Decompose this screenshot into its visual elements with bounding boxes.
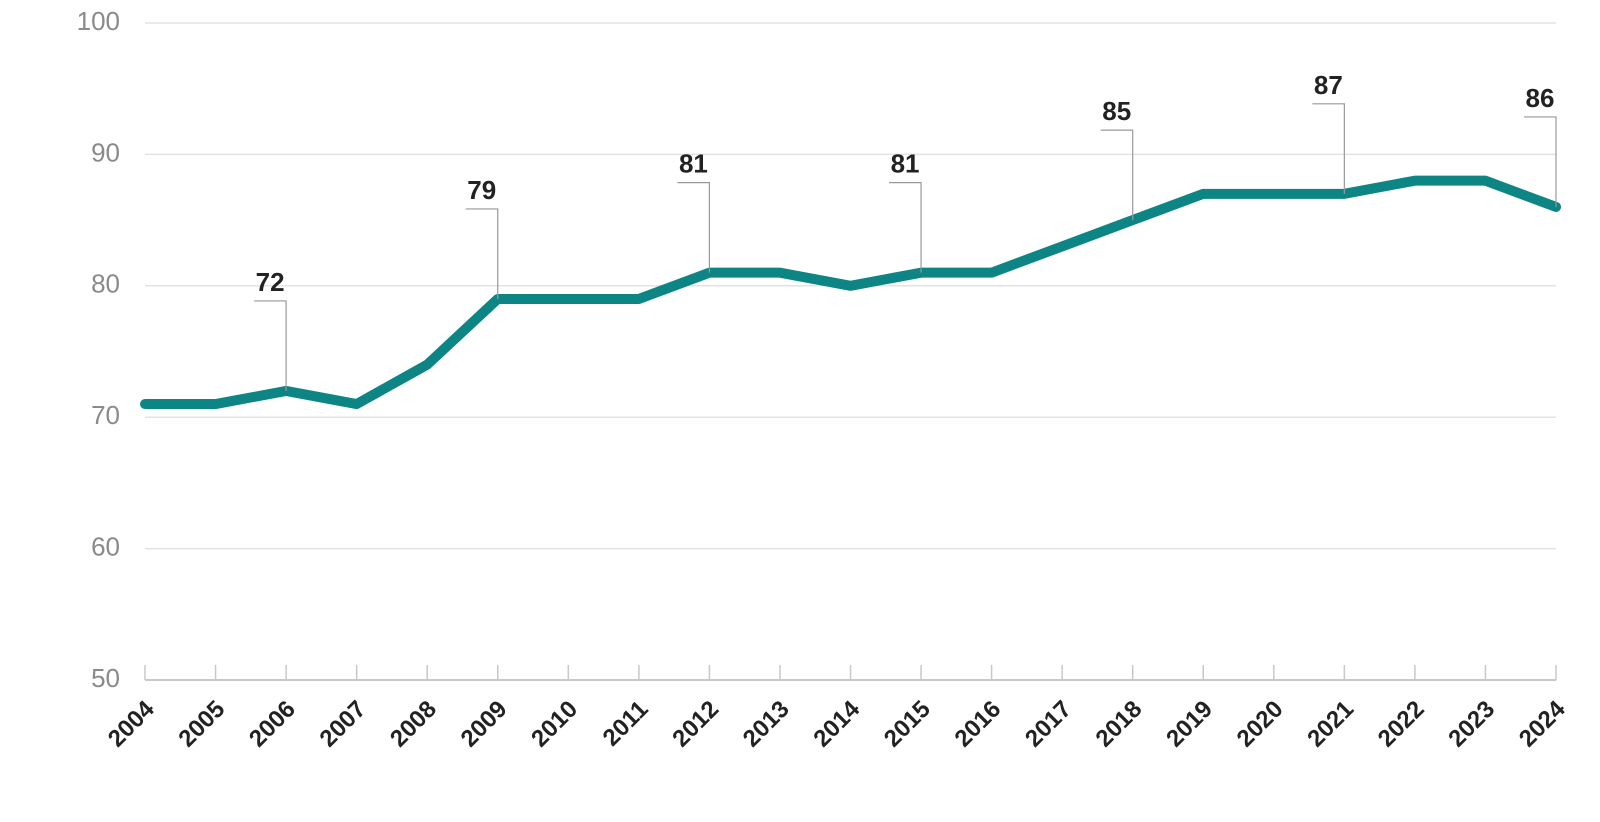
x-tick-label: 2013	[738, 696, 795, 753]
x-tick-label: 2011	[598, 696, 654, 752]
x-tick-label: 2008	[385, 696, 442, 753]
x-tick-label: 2006	[244, 696, 301, 753]
x-tick-label: 2017	[1020, 696, 1077, 753]
data-label: 85	[1102, 96, 1131, 126]
x-tick-label: 2014	[808, 695, 865, 752]
leader-line	[889, 182, 922, 273]
y-tick-label: 80	[91, 269, 120, 299]
x-tick-label: 2022	[1373, 696, 1430, 753]
leader-line	[677, 182, 711, 273]
leader-line	[1312, 103, 1345, 194]
data-label: 79	[467, 175, 496, 205]
x-tick-label: 2021	[1302, 696, 1359, 753]
leader-line	[465, 208, 499, 299]
leader-line	[254, 300, 287, 391]
data-label: 81	[891, 149, 920, 179]
data-label: 86	[1526, 83, 1555, 113]
y-tick-label: 70	[91, 400, 120, 430]
x-tick-label: 2012	[667, 696, 724, 753]
x-tick-label: 2004	[103, 695, 160, 752]
x-tick-label: 2018	[1091, 696, 1148, 753]
y-tick-label: 100	[77, 6, 120, 36]
data-label: 87	[1314, 70, 1343, 100]
x-tick-label: 2023	[1443, 696, 1500, 753]
y-tick-label: 60	[91, 531, 120, 561]
x-tick-label: 2015	[879, 696, 936, 753]
x-tick-label: 2024	[1514, 695, 1571, 752]
x-tick-label: 2010	[526, 696, 583, 753]
x-tick-label: 2009	[456, 696, 513, 753]
leader-line	[1100, 129, 1134, 221]
x-tick-label: 2005	[173, 696, 230, 753]
x-tick-label: 2007	[315, 696, 372, 753]
data-label: 72	[256, 267, 285, 297]
y-tick-label: 90	[91, 137, 120, 167]
x-tick-label: 2019	[1161, 696, 1218, 753]
y-tick-label: 50	[91, 663, 120, 693]
data-label: 81	[679, 149, 708, 179]
x-tick-label: 2016	[949, 696, 1006, 753]
leader-line	[1524, 116, 1557, 207]
data-line	[140, 175, 1561, 410]
x-tick-label: 2020	[1232, 696, 1289, 753]
